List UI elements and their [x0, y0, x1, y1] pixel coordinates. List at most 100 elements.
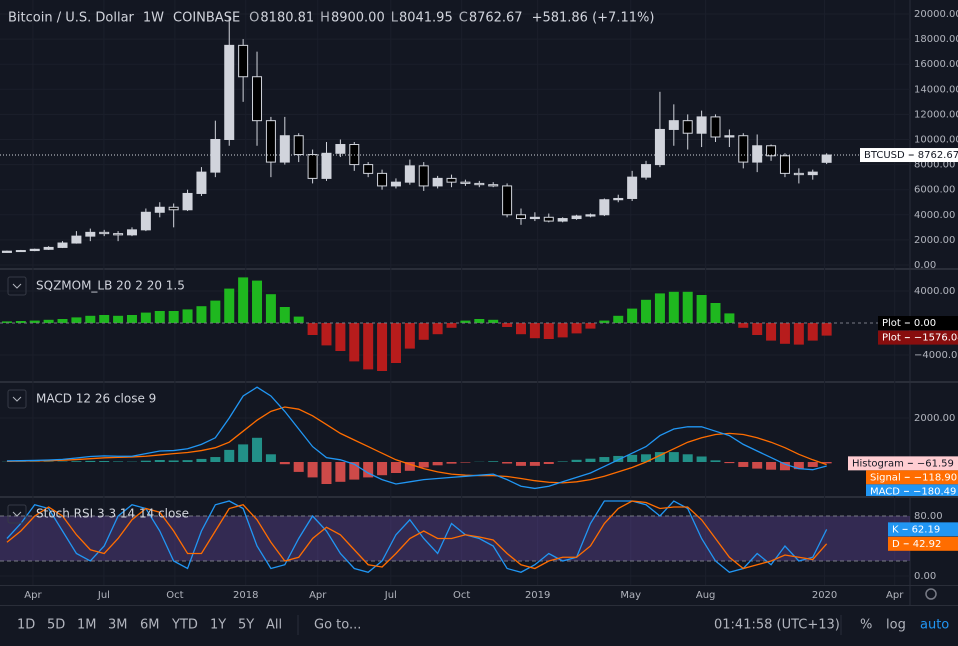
- y-tick-label: 8000.00: [914, 160, 955, 171]
- pane: [1, 16, 832, 253]
- candle-body: [432, 177, 443, 187]
- candle-body: [57, 242, 68, 248]
- macd-histogram-bar: [99, 461, 110, 463]
- macd-histogram-bar: [293, 462, 304, 472]
- candle-body: [738, 135, 749, 163]
- clock[interactable]: 01:41:58 (UTC+13): [714, 618, 840, 633]
- value-label-name: Histogram: [852, 458, 904, 469]
- range-button[interactable]: All: [266, 618, 282, 633]
- range-button[interactable]: 6M: [140, 618, 160, 633]
- scale-option[interactable]: auto: [920, 618, 949, 633]
- momentum-bar: [168, 311, 179, 323]
- momentum-bar: [29, 320, 40, 323]
- value-label-box: [878, 316, 958, 330]
- macd-histogram-bar: [557, 461, 568, 463]
- candle-body: [696, 116, 707, 134]
- value-label-box: [878, 330, 958, 345]
- scale-option[interactable]: log: [886, 618, 906, 633]
- value-label: MACD −180.49: [866, 484, 958, 496]
- candle-body: [779, 155, 790, 174]
- candle-body: [390, 181, 401, 187]
- header-text: Bitcoin / U.S. Dollar: [8, 11, 135, 26]
- macd-histogram-bar: [154, 460, 165, 463]
- macd-histogram-bar: [543, 462, 554, 464]
- momentum-bar: [821, 323, 832, 336]
- candle-body: [599, 199, 610, 216]
- macd-histogram-bar: [196, 458, 207, 463]
- macd-histogram-bar: [682, 454, 693, 463]
- macd-histogram-bar: [432, 462, 443, 466]
- momentum-bar: [238, 277, 249, 323]
- momentum-bar: [446, 323, 457, 328]
- macd-histogram-bar: [821, 462, 832, 464]
- x-tick-label: Oct: [453, 590, 470, 601]
- range-button[interactable]: 3M: [108, 618, 128, 633]
- x-tick-label: Apr: [309, 590, 327, 601]
- pane: [0, 500, 910, 573]
- header-text: L: [391, 11, 399, 26]
- momentum-bar: [710, 303, 721, 323]
- y-tick-label: 12000.00: [914, 109, 958, 120]
- candle-body: [377, 172, 388, 187]
- x-tick-label: Apr: [886, 590, 904, 601]
- macd-histogram-bar: [182, 460, 193, 463]
- momentum-bar: [349, 323, 360, 362]
- macd-histogram-bar: [265, 454, 276, 463]
- macd-histogram-bar: [85, 460, 96, 463]
- macd-histogram-bar: [113, 461, 124, 463]
- macd-histogram-bar: [488, 461, 499, 463]
- macd-histogram-bar: [363, 462, 374, 478]
- range-button[interactable]: 1M: [77, 618, 97, 633]
- range-button[interactable]: 1Y: [210, 618, 226, 633]
- momentum-bar: [43, 319, 54, 323]
- macd-histogram-bar: [210, 457, 221, 463]
- x-tick-label: Jul: [97, 590, 110, 601]
- candle-body: [363, 164, 374, 174]
- range-button[interactable]: 1D: [17, 618, 35, 633]
- momentum-bar: [529, 323, 540, 339]
- value-label-name: Signal: [870, 472, 901, 483]
- value-label-value: −118.90: [914, 472, 957, 483]
- momentum-bar: [779, 323, 790, 344]
- candle-body: [29, 248, 40, 252]
- macd-histogram-bar: [641, 454, 652, 463]
- macd-histogram-bar: [724, 462, 735, 464]
- momentum-bar: [488, 319, 499, 323]
- momentum-bar: [265, 294, 276, 323]
- value-label-box: [866, 470, 958, 485]
- y-tick-label: 0.00: [914, 571, 936, 582]
- pane: [0, 277, 910, 371]
- y-tick-label: 2000.00: [914, 235, 955, 246]
- goto-button[interactable]: Go to...: [314, 618, 361, 633]
- value-label: D 42.92: [888, 536, 958, 551]
- value-label-value: −61.59: [917, 458, 954, 469]
- momentum-bar: [293, 316, 304, 323]
- collapse-button[interactable]: [7, 276, 27, 296]
- candle-body: [418, 165, 429, 187]
- momentum-bar: [613, 315, 624, 323]
- candle-body: [460, 181, 471, 184]
- collapse-button[interactable]: [7, 389, 27, 409]
- settings-icon[interactable]: [925, 588, 937, 600]
- range-button[interactable]: YTD: [171, 618, 198, 633]
- value-label: K 62.19: [888, 522, 958, 537]
- momentum-bar: [15, 321, 26, 323]
- range-button[interactable]: 5Y: [238, 618, 254, 633]
- momentum-bar: [363, 323, 374, 370]
- momentum-bar: [307, 323, 318, 335]
- macd-histogram-bar: [390, 462, 401, 474]
- candle-body: [1, 250, 12, 253]
- momentum-bar: [154, 311, 165, 323]
- y-tick-label: 10000.00: [914, 134, 958, 145]
- y-tick-label: 6000.00: [914, 185, 955, 196]
- range-button[interactable]: 5D: [47, 618, 65, 633]
- labels: Bitcoin / U.S. Dollar 1W COINBASE O 8180.81 H…: [7, 9, 958, 633]
- candle-body: [154, 206, 165, 213]
- macd-histogram-bar: [599, 457, 610, 463]
- value-label: Plot −1576.04: [878, 330, 958, 345]
- macd-histogram-bar: [252, 437, 263, 463]
- macd-histogram-bar: [571, 459, 582, 463]
- collapse-button[interactable]: [7, 504, 27, 524]
- candle-body: [752, 145, 763, 163]
- scale-option[interactable]: %: [860, 618, 872, 633]
